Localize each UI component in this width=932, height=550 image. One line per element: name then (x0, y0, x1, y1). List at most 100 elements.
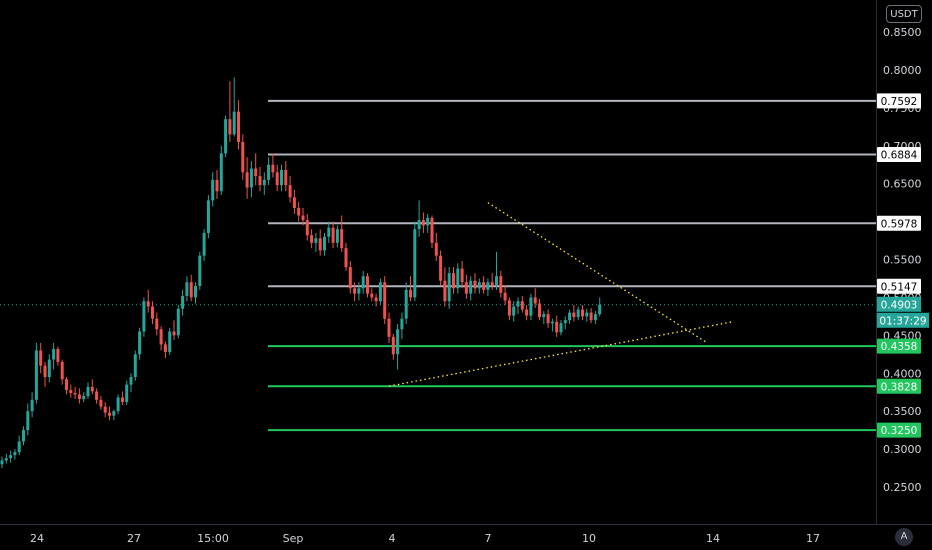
candle-body (275, 172, 279, 186)
time-tick-label: 17 (806, 532, 820, 545)
candle-body (417, 220, 421, 230)
candle-body (314, 238, 318, 243)
level-tag-label: 0.3828 (881, 381, 918, 393)
candle-body (340, 229, 344, 249)
candle-body (327, 227, 331, 237)
currency-badge[interactable]: USDT (886, 5, 922, 23)
candle-body (249, 168, 253, 188)
time-tick-label: 4 (389, 532, 396, 545)
candle-body (572, 312, 576, 318)
candle-body (159, 329, 163, 345)
candle-body (232, 111, 236, 135)
candle-body (439, 255, 443, 281)
candle-body (146, 301, 150, 307)
candle-body (503, 292, 507, 301)
candle-body (378, 282, 382, 302)
candle-body (495, 276, 498, 286)
level-tag-label: 0.3250 (881, 425, 918, 437)
candle-body (400, 318, 404, 330)
candle-body (151, 306, 154, 319)
candle-body (585, 312, 589, 317)
candle-body (473, 280, 477, 289)
level-tag-label: 0.4358 (881, 341, 918, 353)
candle-body (219, 153, 223, 192)
candle-body (520, 301, 524, 310)
candle-body (284, 170, 288, 186)
level-tag-box (877, 215, 921, 231)
candle-body (194, 286, 197, 298)
candle-body (95, 391, 99, 400)
candle-body (262, 179, 266, 186)
candle-body (555, 321, 559, 333)
candle-body (47, 359, 51, 378)
candle-body (90, 386, 94, 392)
candle-body (142, 301, 146, 332)
time-tick-label: 27 (127, 532, 141, 545)
time-tick-label: 7 (485, 532, 492, 545)
trend-lines[interactable] (388, 202, 734, 387)
candle-body (65, 379, 68, 390)
candle-body (185, 282, 189, 296)
candle-body (447, 273, 451, 302)
candle-body (456, 268, 460, 289)
price-tick-label: 0.3000 (883, 443, 922, 456)
candle-body (181, 295, 185, 309)
candle-body (39, 350, 43, 366)
candle-body (237, 111, 240, 142)
candle-body (116, 397, 120, 412)
level-tag-box (877, 278, 921, 294)
candle-body (133, 354, 137, 378)
candle-body (168, 331, 172, 353)
candle-body (409, 289, 412, 298)
candle-body (452, 273, 455, 289)
candle-body (546, 314, 550, 324)
price-tick-label: 0.8500 (883, 26, 922, 39)
candle-body (17, 441, 21, 453)
candle-body (499, 276, 503, 293)
auto-scale-button[interactable]: A (895, 528, 913, 546)
candle-body (228, 119, 232, 135)
candle-body (69, 389, 73, 393)
level-tag-box (877, 338, 921, 354)
candle-body (361, 276, 365, 289)
candle-series (0, 77, 602, 469)
candle-body (198, 255, 202, 287)
level-tag-label: 0.5978 (881, 218, 918, 230)
candle-body (163, 344, 167, 353)
candle-body (13, 452, 17, 456)
candle-body (486, 282, 490, 290)
candle-body (211, 179, 215, 201)
candle-body (335, 229, 339, 243)
time-tick-label: 10 (582, 532, 596, 545)
candle-body (206, 200, 210, 233)
candle-body (4, 458, 8, 461)
trend-line[interactable] (487, 202, 708, 344)
candle-body (589, 312, 593, 321)
candle-body (383, 282, 387, 319)
candle-body (366, 276, 369, 294)
candle-body (387, 318, 391, 337)
candle-body (353, 288, 357, 294)
candle-body (464, 282, 468, 294)
countdown-label: 01:37:29 (879, 315, 926, 327)
candle-body (370, 293, 374, 298)
candle-body (490, 282, 494, 286)
candle-body (391, 336, 395, 355)
time-axis[interactable]: 24 27 15:00 Sep 4 7 10 14 17 (30, 532, 820, 545)
candle-body (26, 411, 30, 431)
candle-body (138, 331, 142, 355)
candle-body (310, 235, 314, 243)
price-tick-label: 0.2500 (883, 481, 922, 494)
candle-body (56, 348, 60, 362)
candle-body (344, 248, 348, 268)
candle-body (550, 321, 554, 324)
candle-body (525, 309, 529, 316)
candle-body (469, 280, 473, 294)
candle-body (267, 164, 271, 180)
candle-body (155, 318, 159, 330)
horizontal-levels (268, 99, 876, 432)
candle-body (559, 323, 563, 333)
candle-body (348, 267, 352, 289)
candle-body (404, 289, 408, 319)
